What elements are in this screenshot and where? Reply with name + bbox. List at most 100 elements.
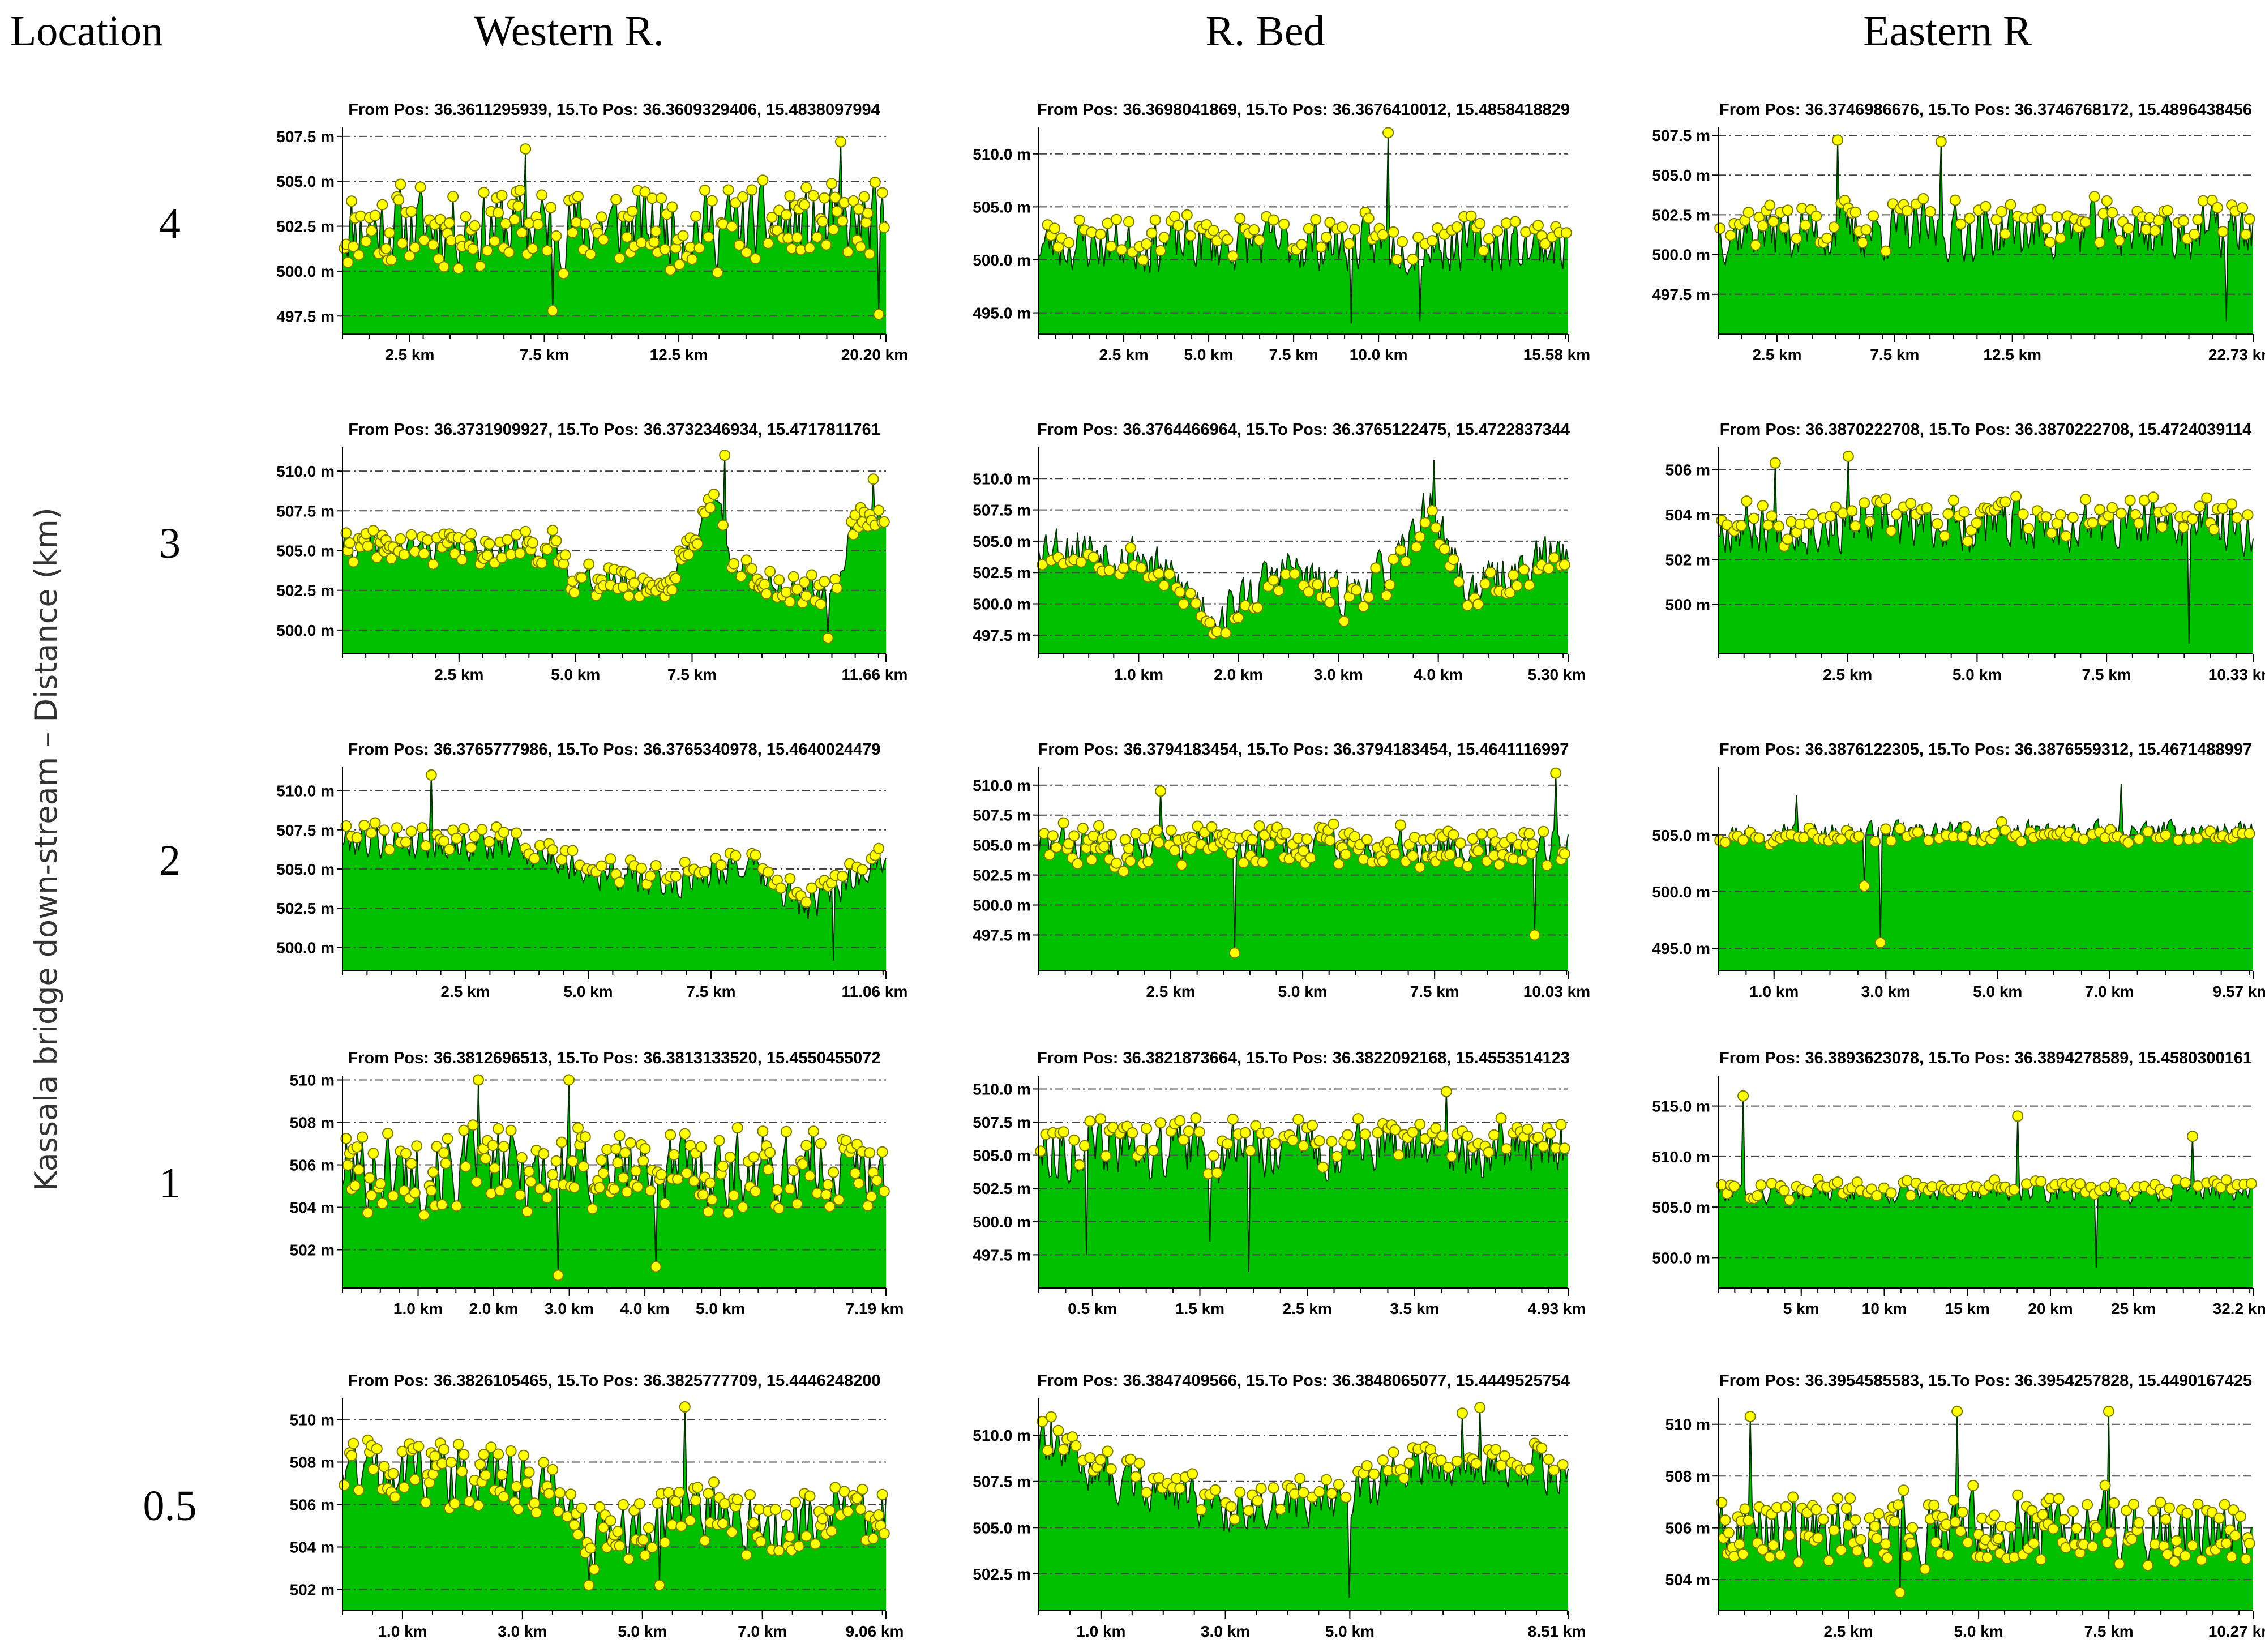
profile-marker: [1962, 1537, 1973, 1548]
profile-marker: [639, 1143, 651, 1154]
profile-marker: [619, 1147, 631, 1159]
profile-marker: [1880, 245, 1892, 257]
profile-marker: [842, 246, 854, 258]
profile-marker: [1924, 206, 1936, 217]
profile-marker: [1560, 227, 1572, 239]
profile-marker: [1522, 1123, 1534, 1135]
profile-marker: [1472, 845, 1484, 857]
profile-marker: [1462, 600, 1474, 611]
profile-marker: [666, 201, 678, 213]
profile-marker: [530, 1507, 542, 1518]
panel-4-western-r: From Pos: 36.3611295939, 15.To Pos: 36.3…: [276, 101, 908, 363]
profile-marker: [663, 1487, 674, 1499]
panel-title: From Pos: 36.3893623078, 15.To Pos: 36.3…: [1719, 1049, 2252, 1067]
y-tick-label: 497.5 m: [973, 1246, 1031, 1264]
x-tick-label: 2.5 km: [1099, 346, 1148, 363]
profile-marker: [1363, 212, 1375, 224]
profile-marker: [726, 221, 738, 233]
profile-marker: [1733, 1538, 1745, 1550]
panel-title: From Pos: 36.3698041869, 15.To Pos: 36.3…: [1037, 101, 1570, 119]
profile-marker: [518, 1449, 529, 1461]
profile-marker: [583, 558, 595, 570]
profile-marker: [344, 537, 356, 549]
profile-marker: [1451, 221, 1463, 233]
profile-marker: [1778, 1185, 1790, 1196]
profile-marker: [483, 538, 495, 550]
profile-marker: [704, 1177, 716, 1189]
profile-marker: [1509, 216, 1521, 228]
profile-marker: [1377, 1454, 1389, 1466]
elevation-area: [1718, 456, 2253, 654]
x-tick-label: 2.5 km: [440, 983, 490, 1000]
profile-marker: [362, 540, 374, 552]
profile-marker: [1125, 542, 1137, 554]
profile-marker: [1947, 1494, 1959, 1506]
profile-marker: [666, 1519, 678, 1531]
profile-marker: [2160, 829, 2172, 841]
profile-marker: [1328, 576, 1339, 588]
profile-marker: [1956, 831, 1968, 842]
profile-marker: [623, 590, 635, 602]
profile-marker: [1810, 1504, 1822, 1516]
profile-marker: [873, 504, 885, 516]
profile-marker: [367, 1463, 379, 1475]
profile-marker: [1750, 239, 1762, 251]
x-tick-label: 9.57 km: [2213, 983, 2265, 1000]
profile-marker: [579, 1131, 591, 1143]
panel-title: From Pos: 36.3765777986, 15.To Pos: 36.3…: [348, 741, 880, 759]
y-tick-label: 505.0 m: [973, 837, 1031, 854]
profile-marker: [784, 190, 796, 202]
profile-marker: [2035, 1175, 2047, 1187]
profile-marker: [699, 185, 710, 196]
profile-marker: [536, 557, 547, 569]
profile-marker: [1412, 232, 1424, 243]
profile-marker: [2106, 207, 2118, 219]
profile-marker: [438, 261, 450, 273]
profile-marker: [659, 243, 671, 255]
y-tick-label: 506 m: [290, 1157, 335, 1174]
profile-marker: [648, 236, 660, 248]
profile-marker: [1825, 510, 1836, 522]
profile-marker: [1111, 857, 1123, 869]
x-tick-label: 1.0 km: [1076, 1623, 1125, 1640]
profile-marker: [835, 136, 846, 148]
profile-marker: [706, 195, 718, 207]
profile-marker: [2060, 530, 2072, 542]
profile-marker: [2028, 1538, 2040, 1550]
profile-marker: [1782, 533, 1793, 545]
profile-marker: [1728, 1180, 1740, 1192]
profile-marker: [1767, 1539, 1779, 1551]
profile-marker: [1800, 219, 1812, 231]
profile-marker: [621, 1186, 633, 1198]
profile-marker: [547, 305, 559, 316]
x-tick-label: 10 km: [1862, 1300, 1907, 1317]
profile-marker: [375, 1178, 387, 1189]
profile-marker: [348, 1437, 359, 1449]
profile-marker: [1523, 828, 1535, 840]
western-river-header: Western R.: [474, 7, 664, 55]
profile-marker: [1239, 1127, 1251, 1139]
panel-title: From Pos: 36.3746986676, 15.To Pos: 36.3…: [1719, 101, 2252, 119]
profile-marker: [1158, 580, 1170, 592]
x-tick-label: 8.51 km: [1528, 1623, 1586, 1640]
profile-marker: [474, 260, 486, 272]
profile-marker: [1111, 213, 1123, 225]
profile-marker: [516, 1152, 528, 1163]
profile-marker: [1141, 238, 1153, 250]
profile-marker: [349, 1180, 361, 1192]
profile-marker: [822, 632, 834, 644]
profile-marker: [645, 870, 656, 882]
profile-marker: [1955, 1525, 1967, 1537]
profile-marker: [1222, 234, 1234, 245]
y-tick-label: 510 m: [290, 1411, 335, 1429]
profile-marker: [502, 534, 513, 546]
profile-marker: [692, 538, 704, 550]
elevation-area: [1039, 1407, 1568, 1611]
profile-marker: [380, 243, 392, 255]
profile-marker: [505, 1445, 517, 1457]
profile-marker: [479, 1153, 491, 1165]
profile-marker: [2078, 833, 2090, 845]
profile-marker: [1391, 254, 1403, 266]
profile-marker: [1253, 820, 1265, 832]
